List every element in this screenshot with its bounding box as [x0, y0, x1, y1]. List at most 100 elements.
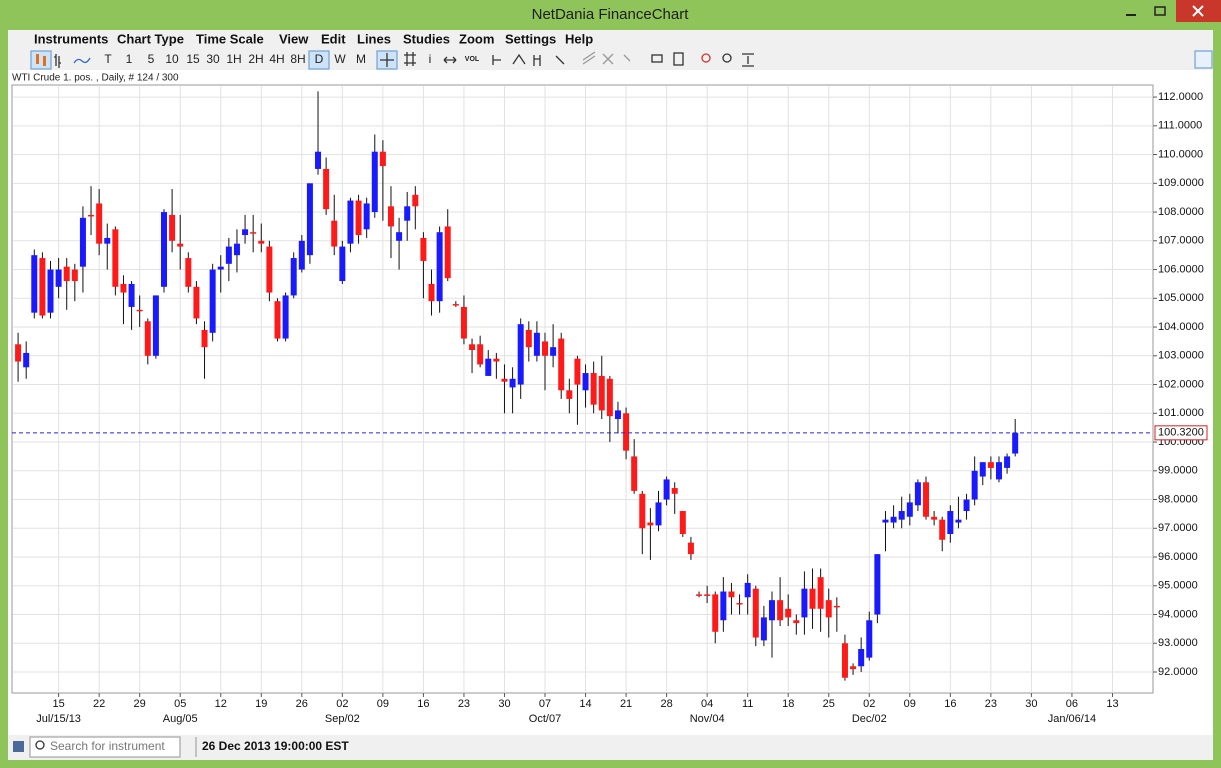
- x-tick-label: 04: [701, 698, 713, 710]
- x-tick-label: 02: [336, 698, 348, 710]
- menu-item[interactable]: Edit: [321, 31, 346, 46]
- candle-body: [428, 283, 435, 302]
- candle-body: [995, 462, 1002, 480]
- period-button[interactable]: 4H: [269, 52, 284, 66]
- period-button[interactable]: 10: [165, 52, 179, 66]
- close-icon: [1192, 5, 1204, 17]
- x-tick-label: 15: [52, 698, 64, 710]
- zoom-in-icon: [701, 53, 711, 63]
- x-month-label: Jul/15/13: [36, 713, 81, 725]
- last-price-label: 100.3200: [1158, 427, 1204, 439]
- candle-body: [533, 332, 540, 356]
- period-button[interactable]: T: [104, 52, 112, 66]
- search-placeholder[interactable]: Search for instrument: [50, 739, 165, 753]
- candle-body: [160, 212, 167, 287]
- x-tick-label: 26: [296, 698, 308, 710]
- candle-body: [623, 413, 630, 451]
- candle-body: [914, 482, 921, 506]
- candle-body: [1012, 432, 1019, 454]
- candle-body: [947, 511, 954, 535]
- candle-button[interactable]: [30, 50, 52, 70]
- candle-body: [379, 151, 386, 167]
- y-tick-label: 112.0000: [1158, 91, 1203, 103]
- x-tick-label: 21: [620, 698, 632, 710]
- menu-item[interactable]: Lines: [357, 31, 391, 46]
- candle-body: [477, 344, 484, 365]
- candle-body: [979, 462, 986, 477]
- menu-item[interactable]: View: [279, 31, 309, 46]
- candle-body: [833, 605, 840, 608]
- candle-body: [177, 243, 184, 247]
- period-button[interactable]: 8H: [290, 52, 305, 66]
- candle-body: [542, 341, 549, 356]
- candle-body: [136, 309, 143, 312]
- period-button[interactable]: 1: [126, 52, 133, 66]
- candle-body: [444, 226, 451, 279]
- period-button[interactable]: 1H: [226, 52, 241, 66]
- menu-item[interactable]: Chart Type: [117, 31, 184, 46]
- candle-body: [582, 373, 589, 391]
- menu-item[interactable]: Help: [565, 31, 593, 46]
- volume-button[interactable]: VOL: [465, 56, 480, 63]
- candle-body: [987, 462, 994, 468]
- candle-body: [217, 266, 224, 270]
- candle-body: [266, 246, 273, 293]
- y-tick-label: 98.0000: [1158, 493, 1198, 505]
- candle-body: [387, 206, 394, 227]
- candle-body: [193, 286, 200, 319]
- period-button[interactable]: D: [315, 52, 324, 66]
- candle-body: [866, 620, 873, 658]
- candle-body: [809, 588, 816, 609]
- candle-body: [404, 206, 411, 221]
- x-tick-label: 30: [1025, 698, 1037, 710]
- candle-body: [55, 269, 62, 287]
- candle-body: [339, 246, 346, 282]
- candle-icon: [43, 56, 46, 66]
- candle-body: [777, 600, 784, 621]
- delete-icons: [582, 51, 631, 65]
- candle-body: [793, 620, 800, 624]
- candle-body: [752, 588, 759, 638]
- maximize-icon: [1154, 6, 1166, 16]
- candle-body: [696, 594, 703, 596]
- period-button[interactable]: 2H: [248, 52, 263, 66]
- period-button[interactable]: 5: [148, 52, 155, 66]
- candle-body: [890, 516, 897, 523]
- candle-body: [712, 594, 719, 632]
- plot-area: [11, 84, 1154, 694]
- candle-body: [679, 511, 686, 535]
- candle-body: [88, 214, 95, 217]
- menu-item[interactable]: Settings: [505, 31, 556, 46]
- x-tick-label: 29: [134, 698, 146, 710]
- chart-info: WTI Crude 1. pos. , Daily, # 124 / 300: [12, 73, 179, 84]
- candle-body: [274, 301, 281, 339]
- candle-body: [323, 168, 330, 210]
- period-button[interactable]: M: [356, 52, 366, 66]
- menu-item[interactable]: Studies: [403, 31, 450, 46]
- search-box[interactable]: [29, 736, 181, 758]
- period-button[interactable]: 30: [206, 52, 220, 66]
- period-button[interactable]: W: [334, 52, 346, 66]
- y-tick-label: 104.0000: [1158, 321, 1204, 333]
- daily-selected[interactable]: [308, 50, 330, 70]
- menu-item[interactable]: Zoom: [459, 31, 494, 46]
- pin-button[interactable]: [1194, 50, 1213, 69]
- info-button[interactable]: i: [429, 52, 432, 66]
- candle-body: [760, 617, 767, 641]
- y-tick-label: 105.0000: [1158, 292, 1204, 304]
- window-title: NetDania FinanceChart: [532, 6, 690, 23]
- menu-item[interactable]: Instruments: [34, 31, 108, 46]
- candle-body: [647, 522, 654, 526]
- period-button[interactable]: 15: [186, 52, 200, 66]
- candle-body: [882, 519, 889, 523]
- candle-body: [96, 203, 103, 244]
- candle-body: [606, 378, 613, 417]
- menu-item[interactable]: Time Scale: [196, 31, 264, 46]
- y-tick-label: 102.0000: [1158, 378, 1204, 390]
- candle-body: [152, 295, 159, 356]
- candle-body: [144, 321, 151, 356]
- candle-body: [460, 306, 467, 339]
- status-timestamp: 26 Dec 2013 19:00:00 EST: [202, 739, 349, 753]
- y-tick-label: 110.0000: [1158, 148, 1203, 160]
